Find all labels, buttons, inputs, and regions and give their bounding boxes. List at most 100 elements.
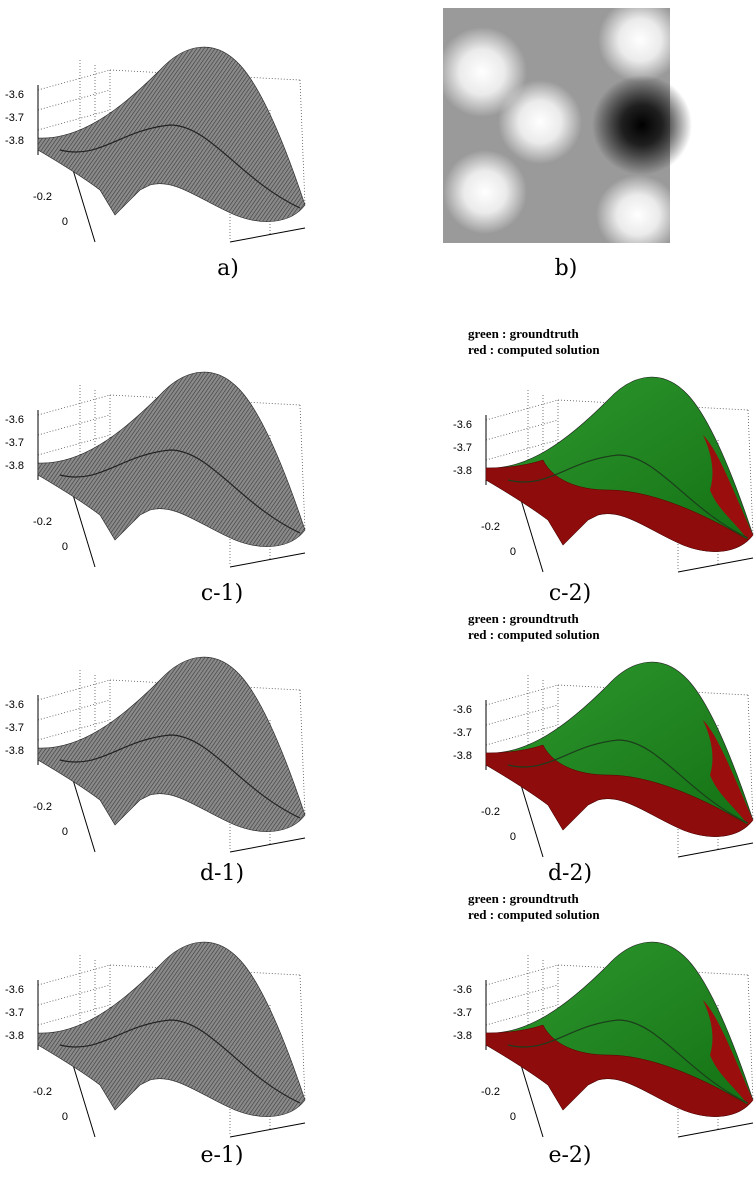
- surface-region: [703, 1000, 753, 1105]
- legend-text: red : computed solution: [468, 907, 600, 922]
- grid-line: [299, 689, 306, 816]
- panel-label: a): [217, 256, 239, 281]
- legend-text: green : groundtruth: [468, 891, 580, 906]
- tick-label: 0: [62, 1111, 68, 1123]
- legend-text: green : groundtruth: [468, 611, 580, 626]
- panel-label: c-2): [549, 581, 591, 606]
- tick-label: 0: [62, 826, 68, 838]
- legend-text: red : computed solution: [468, 342, 600, 357]
- axis-line: [229, 227, 306, 243]
- surface-fold: [59, 734, 301, 819]
- tick-label: -0.2: [33, 1086, 52, 1098]
- panel-label: d-1): [200, 861, 244, 886]
- surface-region: [485, 744, 754, 837]
- tick-label: -3.6: [5, 984, 24, 996]
- axis-line: [229, 1122, 306, 1138]
- grid-line: [747, 694, 754, 821]
- axis-line: [517, 1054, 544, 1138]
- surface-fold: [507, 1019, 749, 1104]
- grid-line: [485, 704, 559, 726]
- surface-fold: [507, 739, 749, 824]
- axis-line: [677, 557, 754, 573]
- surface: [37, 371, 306, 547]
- tick-label: 0: [510, 1111, 516, 1123]
- panel-label: e-1): [200, 1143, 243, 1168]
- tick-label: -3.7: [5, 437, 24, 449]
- surface-fold: [59, 124, 301, 209]
- axis-line: [69, 1054, 96, 1138]
- grid-line: [485, 724, 559, 746]
- tick-label: -3.8: [5, 1030, 24, 1042]
- surface-region: [485, 1024, 754, 1117]
- tick-label: -0.2: [481, 1086, 500, 1098]
- grid-line: [37, 679, 111, 701]
- surface-plot: -3.6 -3.7 -3.8 -0.2 0: [5, 656, 306, 853]
- grid-line: [485, 964, 559, 986]
- grid-line: [485, 439, 559, 461]
- grid-line: [299, 404, 306, 531]
- tick-label: -0.2: [33, 191, 52, 203]
- surface: [37, 46, 306, 222]
- surface-fold: [59, 1019, 301, 1104]
- axis-line: [517, 489, 544, 573]
- tick-label: -3.7: [453, 1007, 472, 1019]
- panel-label: b): [555, 256, 578, 281]
- grid-line: [485, 684, 559, 706]
- tick-label: 0: [510, 831, 516, 843]
- tick-label: -3.7: [5, 1007, 24, 1019]
- surface-region: [703, 720, 753, 825]
- tick-label: -3.8: [453, 465, 472, 477]
- tick-label: -3.6: [453, 419, 472, 431]
- tick-label: -3.6: [5, 414, 24, 426]
- grid-line: [485, 984, 559, 1006]
- grid-line: [485, 419, 559, 441]
- surface-plot: -3.6 -3.7 -3.8 -0.2 0: [5, 371, 306, 568]
- grid-line: [485, 399, 559, 421]
- tick-label: -3.7: [453, 442, 472, 454]
- grid-line: [37, 89, 111, 111]
- heatmap: [437, 0, 692, 255]
- grid-line: [37, 394, 111, 416]
- tick-label: -3.8: [5, 460, 24, 472]
- grid-line: [485, 1004, 559, 1026]
- legend-text: green : groundtruth: [468, 326, 580, 341]
- grid-line: [37, 984, 111, 1006]
- surface-plot: -3.6 -3.7 -3.8 -0.2 0: [5, 941, 306, 1138]
- grid-line: [299, 79, 306, 206]
- grid-line: [37, 964, 111, 986]
- tick-label: -3.8: [453, 750, 472, 762]
- axis-line: [677, 1122, 754, 1138]
- axis-line: [229, 552, 306, 568]
- panel-label: d-2): [548, 861, 592, 886]
- surface-plot: -3.6 -3.7 -3.8 -0.2 0: [5, 46, 306, 243]
- legend-text: red : computed solution: [468, 627, 600, 642]
- surface-plot: -3.6 -3.7 -3.8 -0.2 0 green : groundtruthred …: [453, 611, 754, 858]
- axis-line: [229, 837, 306, 853]
- surface: [37, 941, 306, 1117]
- grid-line: [37, 699, 111, 721]
- grid-line: [747, 409, 754, 536]
- axis-line: [69, 484, 96, 568]
- panel-label: c-1): [201, 581, 243, 606]
- surface: [37, 656, 306, 832]
- grid-line: [299, 974, 306, 1101]
- surface-fold: [59, 449, 301, 534]
- tick-label: -3.8: [453, 1030, 472, 1042]
- tick-label: 0: [510, 546, 516, 558]
- grid-line: [37, 109, 111, 131]
- axis-line: [69, 159, 96, 243]
- tick-label: -3.7: [453, 727, 472, 739]
- grid-line: [37, 414, 111, 436]
- tick-label: 0: [62, 216, 68, 228]
- tick-label: -3.7: [5, 722, 24, 734]
- tick-label: 0: [62, 541, 68, 553]
- tick-label: -3.8: [5, 135, 24, 147]
- grid-line: [747, 974, 754, 1101]
- grid-line: [37, 69, 111, 91]
- panel-label: e-2): [548, 1143, 591, 1168]
- surface-fold: [507, 454, 749, 539]
- tick-label: -3.7: [5, 112, 24, 124]
- surface-region: [703, 435, 753, 540]
- grid-line: [37, 1004, 111, 1026]
